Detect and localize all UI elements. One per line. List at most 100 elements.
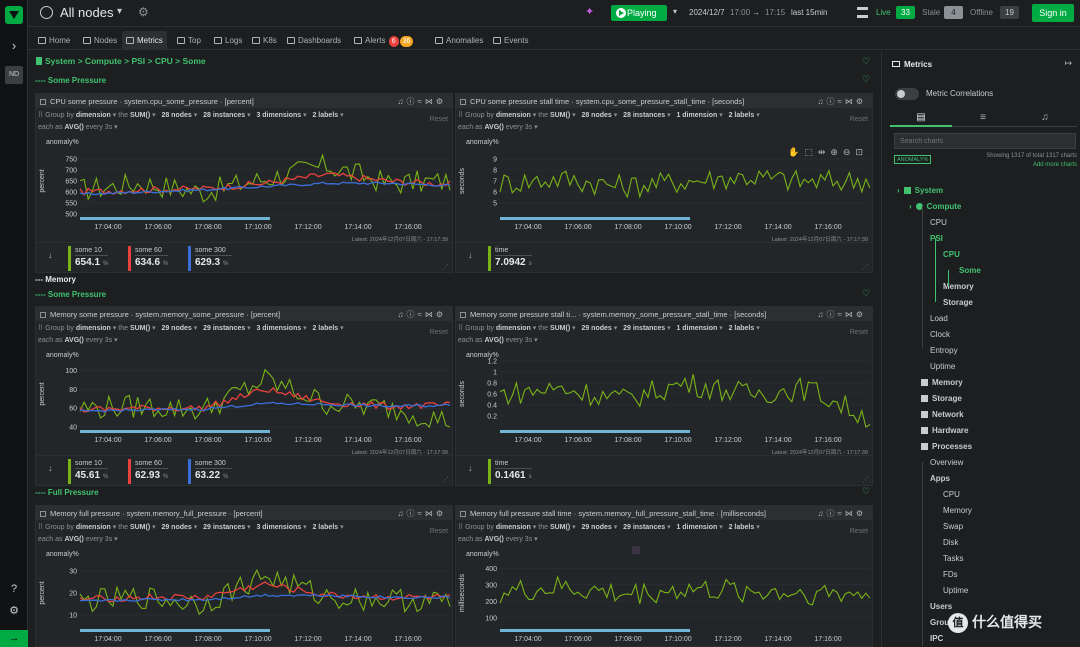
tab-anomalies[interactable]: Anomalies (431, 31, 487, 50)
reset-button[interactable]: Reset (849, 528, 868, 535)
legend-item[interactable]: some 60 634.6% (128, 246, 169, 271)
drag-icon[interactable] (40, 312, 46, 318)
resize-icon[interactable]: ⋰ (862, 477, 869, 484)
toc-item[interactable]: Memory (943, 282, 974, 291)
bell-icon[interactable]: ♫ (817, 509, 827, 518)
heart-icon[interactable]: ♡ (862, 486, 871, 496)
nodes-filter[interactable]: 29 nodes (161, 325, 192, 332)
drag-icon[interactable] (460, 99, 466, 105)
stale-count-badge[interactable]: 4 (944, 6, 963, 19)
chart-actions[interactable]: ♫ⓘ≈⋈⚙ (397, 309, 446, 320)
time-range[interactable]: last 15min (791, 8, 828, 17)
anomaly-badge[interactable]: ANOMALY% (894, 155, 932, 164)
filter-icon[interactable]: ≡ (980, 112, 986, 123)
sign-in-icon[interactable]: → (0, 630, 28, 647)
settings-icon[interactable]: ⚙ (855, 97, 866, 106)
metric-correlations-toggle[interactable] (895, 88, 919, 100)
legend-item[interactable]: some 300 63.22% (188, 459, 232, 484)
line-chart[interactable]: anomaly% milliseconds 100 200 300 400 17:04:00… (456, 546, 874, 646)
chart-card[interactable]: CPU some pressure · system.cpu_some_pres… (35, 93, 453, 273)
legend-item[interactable]: time 0.1461 s (488, 459, 532, 484)
bell-icon[interactable]: ♫ (397, 509, 407, 518)
toc-item[interactable]: IPC (930, 634, 943, 643)
group-by-value[interactable]: dimension (75, 112, 111, 119)
panel-divider[interactable] (881, 51, 882, 647)
toc-item[interactable]: Some (959, 266, 981, 275)
toc-item[interactable]: › Compute (909, 202, 961, 211)
settings-icon[interactable]: ⚙ (855, 310, 866, 319)
chart-actions[interactable]: ♫ⓘ≈⋈⚙ (817, 309, 866, 320)
time-brush[interactable] (80, 217, 270, 220)
toc-item[interactable]: Clock (930, 330, 950, 339)
line-chart[interactable]: anomaly% percent 10 20 30 17:04:00 17:06:00 17:… (36, 546, 454, 646)
reset-button[interactable]: Reset (429, 528, 448, 535)
group-by-controls[interactable]: ⠿ Group by dimension ▾ the SUM() ▾ 29 no… (38, 524, 344, 531)
toc-item[interactable]: Groups (930, 618, 958, 627)
time-brush[interactable] (80, 629, 270, 632)
wave-icon[interactable]: ≈ (417, 310, 425, 319)
instances-filter[interactable]: 28 instances (203, 112, 246, 119)
time-aggregation[interactable]: each as AVG() every 3s ▾ (458, 124, 538, 131)
toc-item[interactable]: CPU (943, 250, 960, 259)
drag-icon[interactable] (40, 99, 46, 105)
tab-dashboards[interactable]: Dashboards (283, 31, 345, 50)
reset-button[interactable]: Reset (429, 116, 448, 123)
space-title[interactable]: All nodes (60, 5, 114, 20)
play-button[interactable]: Playing (611, 5, 667, 21)
line-chart[interactable]: anomaly% percent 500 550 600 650 700 750 17:04:0… (36, 134, 454, 234)
legend-item[interactable]: some 10 654.1% (68, 246, 109, 271)
info-icon[interactable]: ⓘ (826, 509, 838, 518)
settings-icon[interactable]: ⚙ (9, 605, 19, 617)
info-icon[interactable]: ⓘ (406, 509, 418, 518)
toc-item[interactable]: Uptime (930, 362, 955, 371)
share-icon[interactable]: ⋈ (844, 310, 856, 319)
bell-icon[interactable]: ♫ (397, 97, 407, 106)
dimensions-filter[interactable]: 1 dimension (676, 325, 718, 332)
expand-sidebar-icon[interactable]: › (11, 38, 17, 53)
instances-filter[interactable]: 29 instances (203, 524, 246, 531)
settings-icon[interactable]: ⚙ (435, 97, 446, 106)
toc-item[interactable]: › System (897, 186, 943, 195)
labels-filter[interactable]: 2 labels (312, 524, 339, 531)
chart-actions[interactable]: ♫ⓘ≈⋈⚙ (397, 96, 446, 107)
labels-filter[interactable]: 2 labels (728, 524, 755, 531)
legend-item[interactable]: some 60 62.93% (128, 459, 169, 484)
arrow-down-icon[interactable]: ↓ (468, 463, 473, 473)
toc-item[interactable]: PSI (930, 234, 943, 243)
settings-icon[interactable]: ⚙ (435, 310, 446, 319)
offline-count-badge[interactable]: 19 (1000, 6, 1019, 19)
info-icon[interactable]: ⓘ (826, 310, 838, 319)
labels-filter[interactable]: 2 labels (728, 112, 755, 119)
time-aggregation-value[interactable]: AVG() (484, 124, 504, 131)
time-aggregation[interactable]: each as AVG() every 3s ▾ (38, 536, 118, 543)
group-by-controls[interactable]: ⠿ Group by dimension ▾ the SUM() ▾ 29 no… (38, 325, 344, 332)
time-aggregation[interactable]: each as AVG() every 3s ▾ (38, 124, 118, 131)
chart-actions[interactable]: ♫ⓘ≈⋈⚙ (397, 508, 446, 519)
group-by-controls[interactable]: ⠿ Group by dimension ▾ the SUM() ▾ 29 no… (458, 325, 760, 332)
legend-item[interactable]: some 300 629.3% (188, 246, 232, 271)
toc-item[interactable]: Network (921, 410, 964, 419)
critical-alert-count[interactable]: 6 (388, 36, 399, 47)
group-by-value[interactable]: dimension (495, 112, 531, 119)
heart-icon[interactable]: ♡ (862, 56, 871, 66)
drag-icon[interactable] (40, 511, 46, 517)
tab-top[interactable]: Top (173, 31, 205, 50)
group-by-controls[interactable]: ⠿ Group by dimension ▾ the SUM() ▾ 28 no… (458, 112, 760, 119)
drag-icon[interactable] (460, 312, 466, 318)
help-icon[interactable]: ? (10, 583, 18, 595)
wave-icon[interactable]: ≈ (837, 509, 845, 518)
toc-item[interactable]: Apps (930, 474, 950, 483)
search-charts-input[interactable] (894, 133, 1076, 149)
time-aggregation-value[interactable]: AVG() (64, 536, 84, 543)
instances-filter[interactable]: 28 instances (623, 112, 666, 119)
tab-nodes[interactable]: Nodes (79, 31, 121, 50)
dimensions-filter[interactable]: 3 dimensions (256, 112, 302, 119)
labels-filter[interactable]: 2 labels (312, 112, 339, 119)
wave-icon[interactable]: ≈ (417, 509, 425, 518)
sign-in-button[interactable]: Sign in (1032, 4, 1074, 22)
toc-item[interactable]: Processes (921, 442, 972, 451)
chart-actions[interactable]: ♫ⓘ≈⋈⚙ (817, 508, 866, 519)
time-to[interactable]: 17:15 (765, 8, 786, 17)
share-icon[interactable]: ⋈ (424, 97, 436, 106)
bell-icon[interactable]: ♫ (1041, 112, 1049, 123)
